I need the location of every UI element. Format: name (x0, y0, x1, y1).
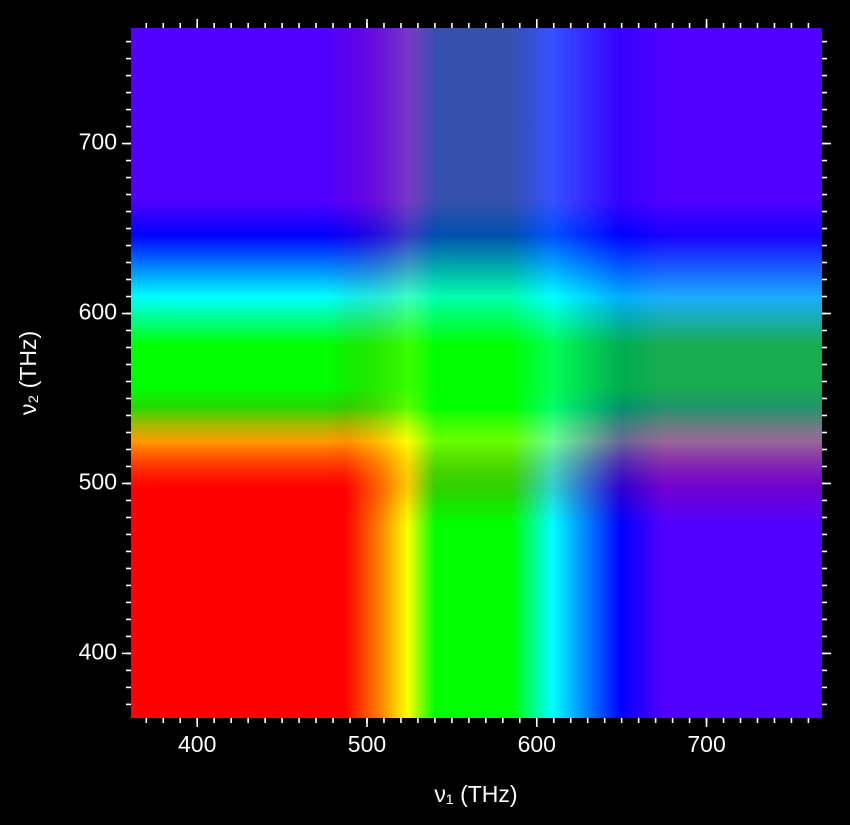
x-tick-label: 500 (348, 731, 386, 757)
y-axis-label: ν₂ (THz) (15, 331, 41, 415)
x-tick-label: 600 (518, 731, 556, 757)
x-tick-label: 700 (687, 731, 725, 757)
image-layer (131, 28, 822, 718)
heatmap-image (131, 28, 822, 718)
y-tick-label: 700 (79, 129, 117, 155)
x-tick-label: 400 (178, 731, 216, 757)
y-tick-label: 600 (79, 299, 117, 325)
y-tick-label: 500 (79, 469, 117, 495)
y-tick-label: 400 (79, 638, 117, 664)
x-axis-label: ν₁ (THz) (434, 781, 517, 807)
